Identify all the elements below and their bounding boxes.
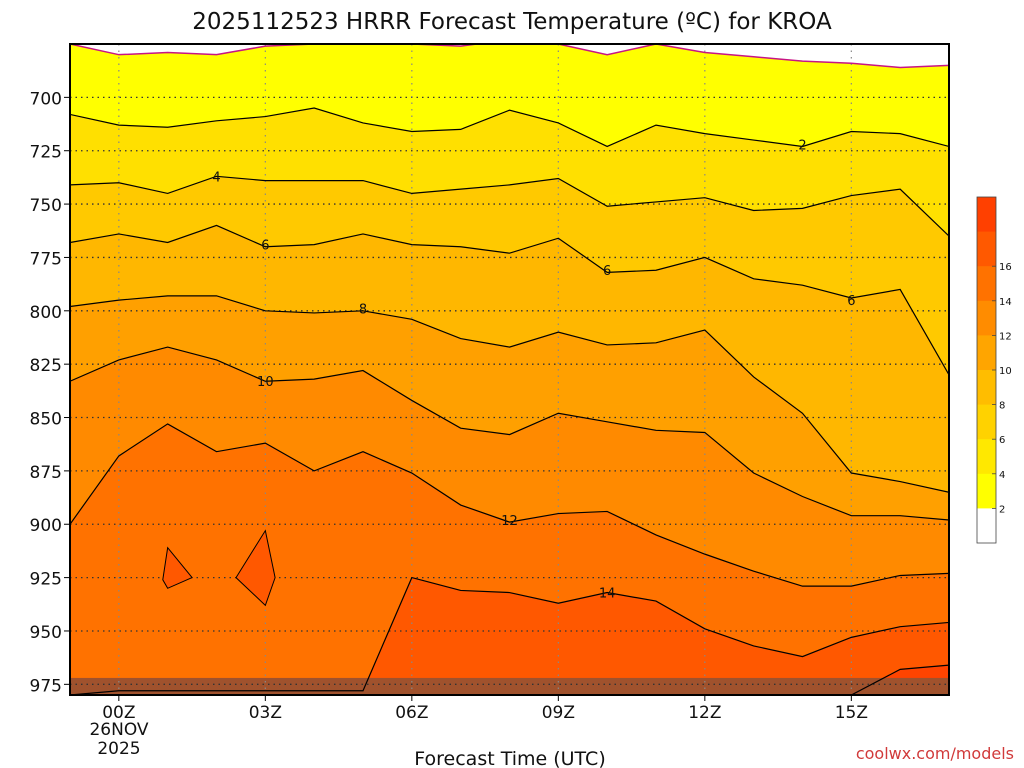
x-tick-12Z: 12Z (688, 703, 721, 723)
closed-contour-14-0 (162, 546, 193, 589)
colorbar-swatch-3 (977, 300, 996, 336)
band-above-14 (70, 577, 949, 695)
colorbar-label-16: 16 (999, 262, 1012, 273)
contour-line-2 (70, 107, 949, 148)
colorbar-swatch-2 (977, 266, 996, 302)
plot-frame (69, 43, 950, 696)
contour-labels: 2 4 6 6 6 8 10 12 14 (212, 138, 855, 601)
contour-label-1: 4 (212, 170, 220, 185)
closed-contour-14-1 (235, 529, 276, 607)
y-tick-925: 925 (30, 570, 62, 590)
contour-label-4: 6 (847, 294, 855, 309)
y-tick-975: 975 (30, 676, 62, 696)
x-axis: 00Z 03Z 06Z 09Z 12Z 15Z (102, 695, 868, 723)
contour-line-10 (70, 346, 949, 521)
colorbar-swatch-9 (977, 508, 996, 544)
colorbar-swatch-5 (977, 370, 996, 406)
colorbar-label-6: 6 (999, 435, 1005, 446)
ground-surface (70, 677, 949, 695)
colorbar-label-14: 14 (999, 297, 1012, 308)
contour-label-7: 12 (501, 514, 518, 529)
y-tick-775: 775 (30, 249, 62, 269)
colorbar-label-12: 12 (999, 331, 1012, 342)
contour-line-4 (70, 175, 949, 237)
chart-title: 2025112523 HRRR Forecast Temperature (ºC… (192, 9, 832, 35)
x-tick-03Z: 03Z (249, 703, 282, 723)
colorbar-label-10: 10 (999, 366, 1012, 377)
colorbar-label-8: 8 (999, 401, 1005, 412)
colorbar-swatch-1 (977, 231, 996, 267)
y-tick-850: 850 (30, 410, 62, 430)
x-tick-09Z: 09Z (542, 703, 575, 723)
y-tick-750: 750 (30, 196, 62, 216)
y-tick-900: 900 (30, 516, 62, 536)
colorbar-label-4: 4 (999, 470, 1005, 481)
contour-label-6: 10 (257, 375, 274, 390)
colorbar-swatch-4 (977, 335, 996, 371)
y-axis: 700 725 750 775 800 825 850 875 900 925 950 975 (30, 89, 70, 696)
contour-label-0: 2 (798, 138, 806, 153)
y-tick-800: 800 (30, 303, 62, 323)
contour-line-8 (70, 295, 949, 493)
band-above-12 (70, 423, 949, 695)
ground-fill (70, 677, 949, 695)
watermark: coolwx.com/models (856, 744, 1014, 763)
contour-lines (70, 44, 949, 695)
y-tick-725: 725 (30, 143, 62, 163)
contour-label-3: 6 (603, 264, 611, 279)
x-axis-label: Forecast Time (UTC) (414, 748, 605, 768)
x-tick-15Z: 15Z (835, 703, 868, 723)
contour-line-6 (70, 224, 949, 376)
contour-label-5: 8 (359, 303, 367, 318)
contour-label-8: 14 (599, 587, 616, 602)
colorbar-label-2: 2 (999, 504, 1005, 515)
x-date-line2: 2025 (97, 739, 140, 759)
x-tick-00Z: 00Z (102, 703, 135, 723)
colorbar-swatch-6 (977, 404, 996, 440)
y-tick-700: 700 (30, 89, 62, 109)
x-date-line1: 26NOV (89, 720, 148, 740)
colorbar-swatch-7 (977, 439, 996, 475)
colorbar-swatch-8 (977, 473, 996, 509)
contour-line-14 (70, 576, 949, 695)
y-tick-875: 875 (30, 463, 62, 483)
contour-line-12 (70, 423, 949, 587)
contour-label-2: 6 (261, 239, 269, 254)
y-tick-825: 825 (30, 356, 62, 376)
y-tick-950: 950 (30, 623, 62, 643)
x-tick-06Z: 06Z (395, 703, 428, 723)
temperature-bands (70, 44, 949, 695)
colorbar: 2 4 6 8 10 12 14 16 (976, 196, 1012, 544)
colorbar-swatch-0 (977, 197, 996, 233)
contour-line-0 (70, 44, 949, 69)
grid-lines (70, 44, 949, 695)
